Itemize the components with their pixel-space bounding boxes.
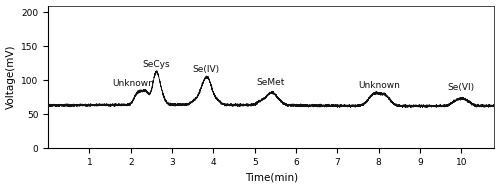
X-axis label: Time(min): Time(min) <box>244 172 298 182</box>
Y-axis label: Voltage(mV): Voltage(mV) <box>6 45 16 109</box>
Text: Se(VI): Se(VI) <box>448 83 475 92</box>
Text: SeCys: SeCys <box>142 60 170 69</box>
Text: Unknown: Unknown <box>112 79 154 88</box>
Text: Unknown: Unknown <box>358 81 400 90</box>
Text: Se(IV): Se(IV) <box>192 65 220 74</box>
Text: SeMet: SeMet <box>256 78 284 87</box>
